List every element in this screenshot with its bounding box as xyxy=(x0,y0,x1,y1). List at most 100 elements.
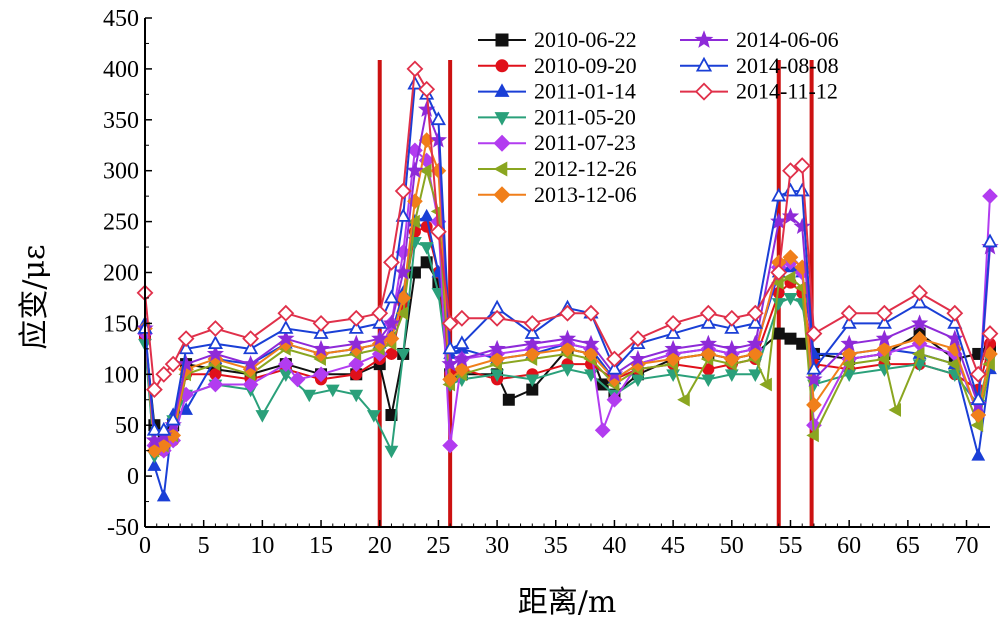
data-point xyxy=(147,458,162,471)
data-point xyxy=(277,304,295,322)
data-point xyxy=(488,309,506,327)
data-point xyxy=(747,346,764,362)
data-point xyxy=(876,352,890,366)
data-point xyxy=(677,392,690,407)
data-point xyxy=(394,263,412,280)
data-point xyxy=(701,374,716,388)
data-point xyxy=(970,418,984,433)
data-point xyxy=(243,340,259,355)
legend-entry: 2014-08-08 xyxy=(680,53,839,78)
data-point xyxy=(429,223,447,241)
data-point xyxy=(207,335,223,350)
legend-marker xyxy=(694,30,714,48)
data-point xyxy=(313,366,329,383)
data-point xyxy=(606,391,623,408)
legend-label: 2013-12-06 xyxy=(534,182,637,207)
data-point xyxy=(723,351,740,367)
legend: 2010-06-222010-09-202011-01-142011-05-20… xyxy=(478,27,839,207)
data-point xyxy=(759,377,772,392)
x-axis-title: 距离/m xyxy=(518,585,617,620)
data-point xyxy=(664,339,682,357)
data-point xyxy=(875,304,893,322)
data-point xyxy=(772,327,785,340)
legend-label: 2011-01-14 xyxy=(534,79,636,104)
data-point xyxy=(395,306,409,321)
x-tick-label: 45 xyxy=(661,533,685,559)
data-point xyxy=(488,339,506,357)
x-tick-label: 60 xyxy=(837,533,861,559)
legend-marker xyxy=(495,33,509,47)
data-point xyxy=(406,161,424,179)
legend-marker xyxy=(493,186,511,204)
series-2014-11-12 xyxy=(136,60,999,398)
data-point xyxy=(407,75,423,90)
data-point xyxy=(347,309,365,327)
data-point xyxy=(746,334,764,352)
legend-label: 2014-06-06 xyxy=(736,27,839,52)
data-point xyxy=(748,369,763,382)
legend-label: 2010-09-20 xyxy=(534,53,637,78)
data-point xyxy=(606,360,623,375)
data-point xyxy=(876,340,893,357)
data-point xyxy=(396,349,411,362)
legend-marker xyxy=(493,161,508,177)
data-point xyxy=(559,340,576,357)
data-point xyxy=(911,284,929,302)
data-point xyxy=(155,437,172,454)
legend-marker xyxy=(494,112,510,126)
data-point xyxy=(558,329,577,347)
data-point xyxy=(805,325,823,343)
data-point xyxy=(156,488,171,502)
data-point xyxy=(582,304,600,322)
legend-label: 2011-07-23 xyxy=(534,130,636,155)
data-point xyxy=(441,354,459,372)
data-point xyxy=(784,332,797,345)
data-point xyxy=(441,314,459,332)
data-point xyxy=(429,131,448,148)
data-point xyxy=(313,325,329,339)
data-point xyxy=(629,349,647,367)
y-tick-label: 200 xyxy=(103,261,139,287)
data-point xyxy=(407,214,420,229)
data-point xyxy=(582,334,600,352)
x-tick-label: 65 xyxy=(896,533,920,559)
data-point xyxy=(970,407,987,423)
data-point xyxy=(453,309,471,327)
data-point xyxy=(366,410,381,423)
data-point xyxy=(489,351,505,367)
legend-marker xyxy=(495,59,509,73)
x-tick-label: 25 xyxy=(426,533,450,559)
data-point xyxy=(394,182,412,200)
data-point xyxy=(383,289,400,304)
data-point xyxy=(840,334,858,352)
data-point xyxy=(842,369,857,382)
data-point xyxy=(177,354,195,372)
data-point xyxy=(631,374,645,388)
legend-entry: 2011-07-23 xyxy=(478,130,636,155)
data-point xyxy=(911,347,925,361)
data-point xyxy=(454,361,470,378)
data-point xyxy=(946,329,964,347)
data-point xyxy=(629,330,647,348)
data-point xyxy=(419,208,434,222)
x-tick-label: 5 xyxy=(198,533,210,559)
data-point xyxy=(523,314,541,332)
legend-label: 2014-08-08 xyxy=(736,53,839,78)
data-point xyxy=(325,384,340,398)
data-point xyxy=(723,339,741,357)
data-point xyxy=(347,334,365,352)
legend-label: 2010-06-22 xyxy=(534,27,637,52)
data-point xyxy=(700,314,716,329)
data-point xyxy=(454,335,470,350)
y-axis-title: 应变/με xyxy=(17,244,52,349)
legend-marker xyxy=(695,56,713,72)
legend-entry: 2013-12-06 xyxy=(478,182,637,207)
data-point xyxy=(418,80,436,98)
data-point xyxy=(419,242,434,255)
data-point xyxy=(372,314,388,329)
data-point xyxy=(156,421,172,436)
data-point xyxy=(806,428,819,443)
data-point xyxy=(747,314,763,329)
data-point xyxy=(969,365,987,383)
